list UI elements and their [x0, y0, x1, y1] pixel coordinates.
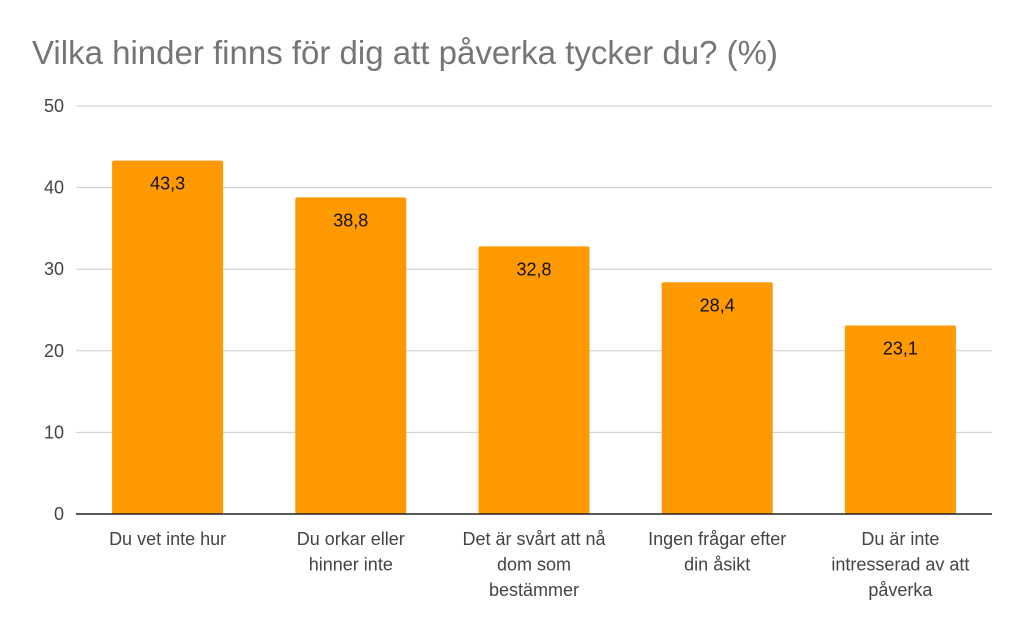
x-category-label-line: dom som: [497, 555, 571, 575]
x-category-label-line: Ingen frågar efter: [648, 529, 786, 549]
y-tick-label: 50: [44, 96, 64, 116]
chart-title: Vilka hinder finns för dig att påverka t…: [32, 34, 778, 71]
x-axis-categories: Du vet inte hur Du orkar eller hinner inte…: [109, 529, 969, 600]
x-category-label-line: intresserad av att: [831, 555, 969, 575]
x-category-label-line: hinner inte: [309, 555, 393, 575]
x-category-label: Du orkar eller hinner inte: [297, 529, 405, 575]
x-category-label-line: påverka: [868, 580, 933, 600]
x-category-label-line: Du är inte: [861, 529, 939, 549]
data-label: 32,8: [516, 259, 551, 279]
data-label: 38,8: [333, 210, 368, 230]
x-category-label-line: bestämmer: [489, 580, 579, 600]
y-tick-label: 30: [44, 259, 64, 279]
data-label: 43,3: [150, 174, 185, 194]
bar: [295, 197, 407, 514]
bar: [478, 246, 590, 515]
x-category-label-line: Du vet inte hur: [109, 529, 226, 549]
y-axis-ticks: 0 10 20 30 40 50: [44, 96, 64, 524]
x-category-label: Det är svårt att nå dom som bestämmer: [462, 529, 606, 600]
y-tick-label: 0: [54, 504, 64, 524]
x-category-label-line: Det är svårt att nå: [462, 529, 606, 549]
bar: [844, 325, 956, 514]
data-label: 28,4: [700, 295, 735, 315]
data-labels: 43,3 38,8 32,8 28,4 23,1: [150, 174, 918, 359]
data-label: 23,1: [883, 339, 918, 359]
x-category-label-line: din åsikt: [684, 555, 750, 575]
bars: [112, 160, 956, 515]
bar: [112, 160, 224, 514]
y-tick-label: 10: [44, 422, 64, 442]
x-category-label: Du är inte intresserad av att påverka: [831, 529, 969, 600]
y-tick-label: 20: [44, 341, 64, 361]
x-category-label-line: Du orkar eller: [297, 529, 405, 549]
bar: [661, 282, 773, 514]
y-tick-label: 40: [44, 178, 64, 198]
x-category-label: Du vet inte hur: [109, 529, 226, 549]
x-category-label: Ingen frågar efter din åsikt: [648, 529, 786, 575]
